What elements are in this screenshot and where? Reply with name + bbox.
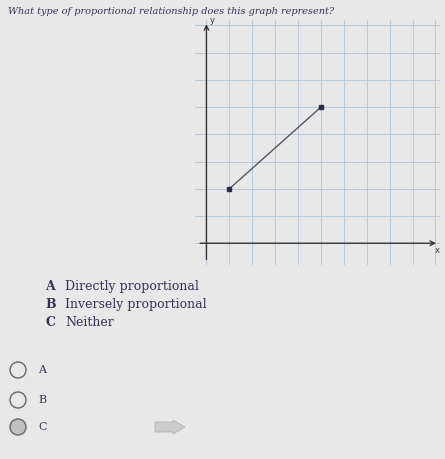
Text: Directly proportional: Directly proportional bbox=[65, 280, 199, 293]
Text: B: B bbox=[38, 395, 46, 405]
FancyArrow shape bbox=[155, 420, 185, 434]
Circle shape bbox=[10, 419, 26, 435]
Text: A: A bbox=[38, 365, 46, 375]
Text: C: C bbox=[45, 316, 55, 329]
Text: What type of proportional relationship does this graph represent?: What type of proportional relationship d… bbox=[8, 7, 334, 16]
Text: y: y bbox=[210, 16, 214, 25]
Text: C: C bbox=[38, 422, 46, 432]
Text: x: x bbox=[435, 246, 440, 255]
Text: A: A bbox=[45, 280, 55, 293]
Text: Neither: Neither bbox=[65, 316, 114, 329]
Text: Inversely proportional: Inversely proportional bbox=[65, 298, 206, 311]
Text: B: B bbox=[45, 298, 56, 311]
